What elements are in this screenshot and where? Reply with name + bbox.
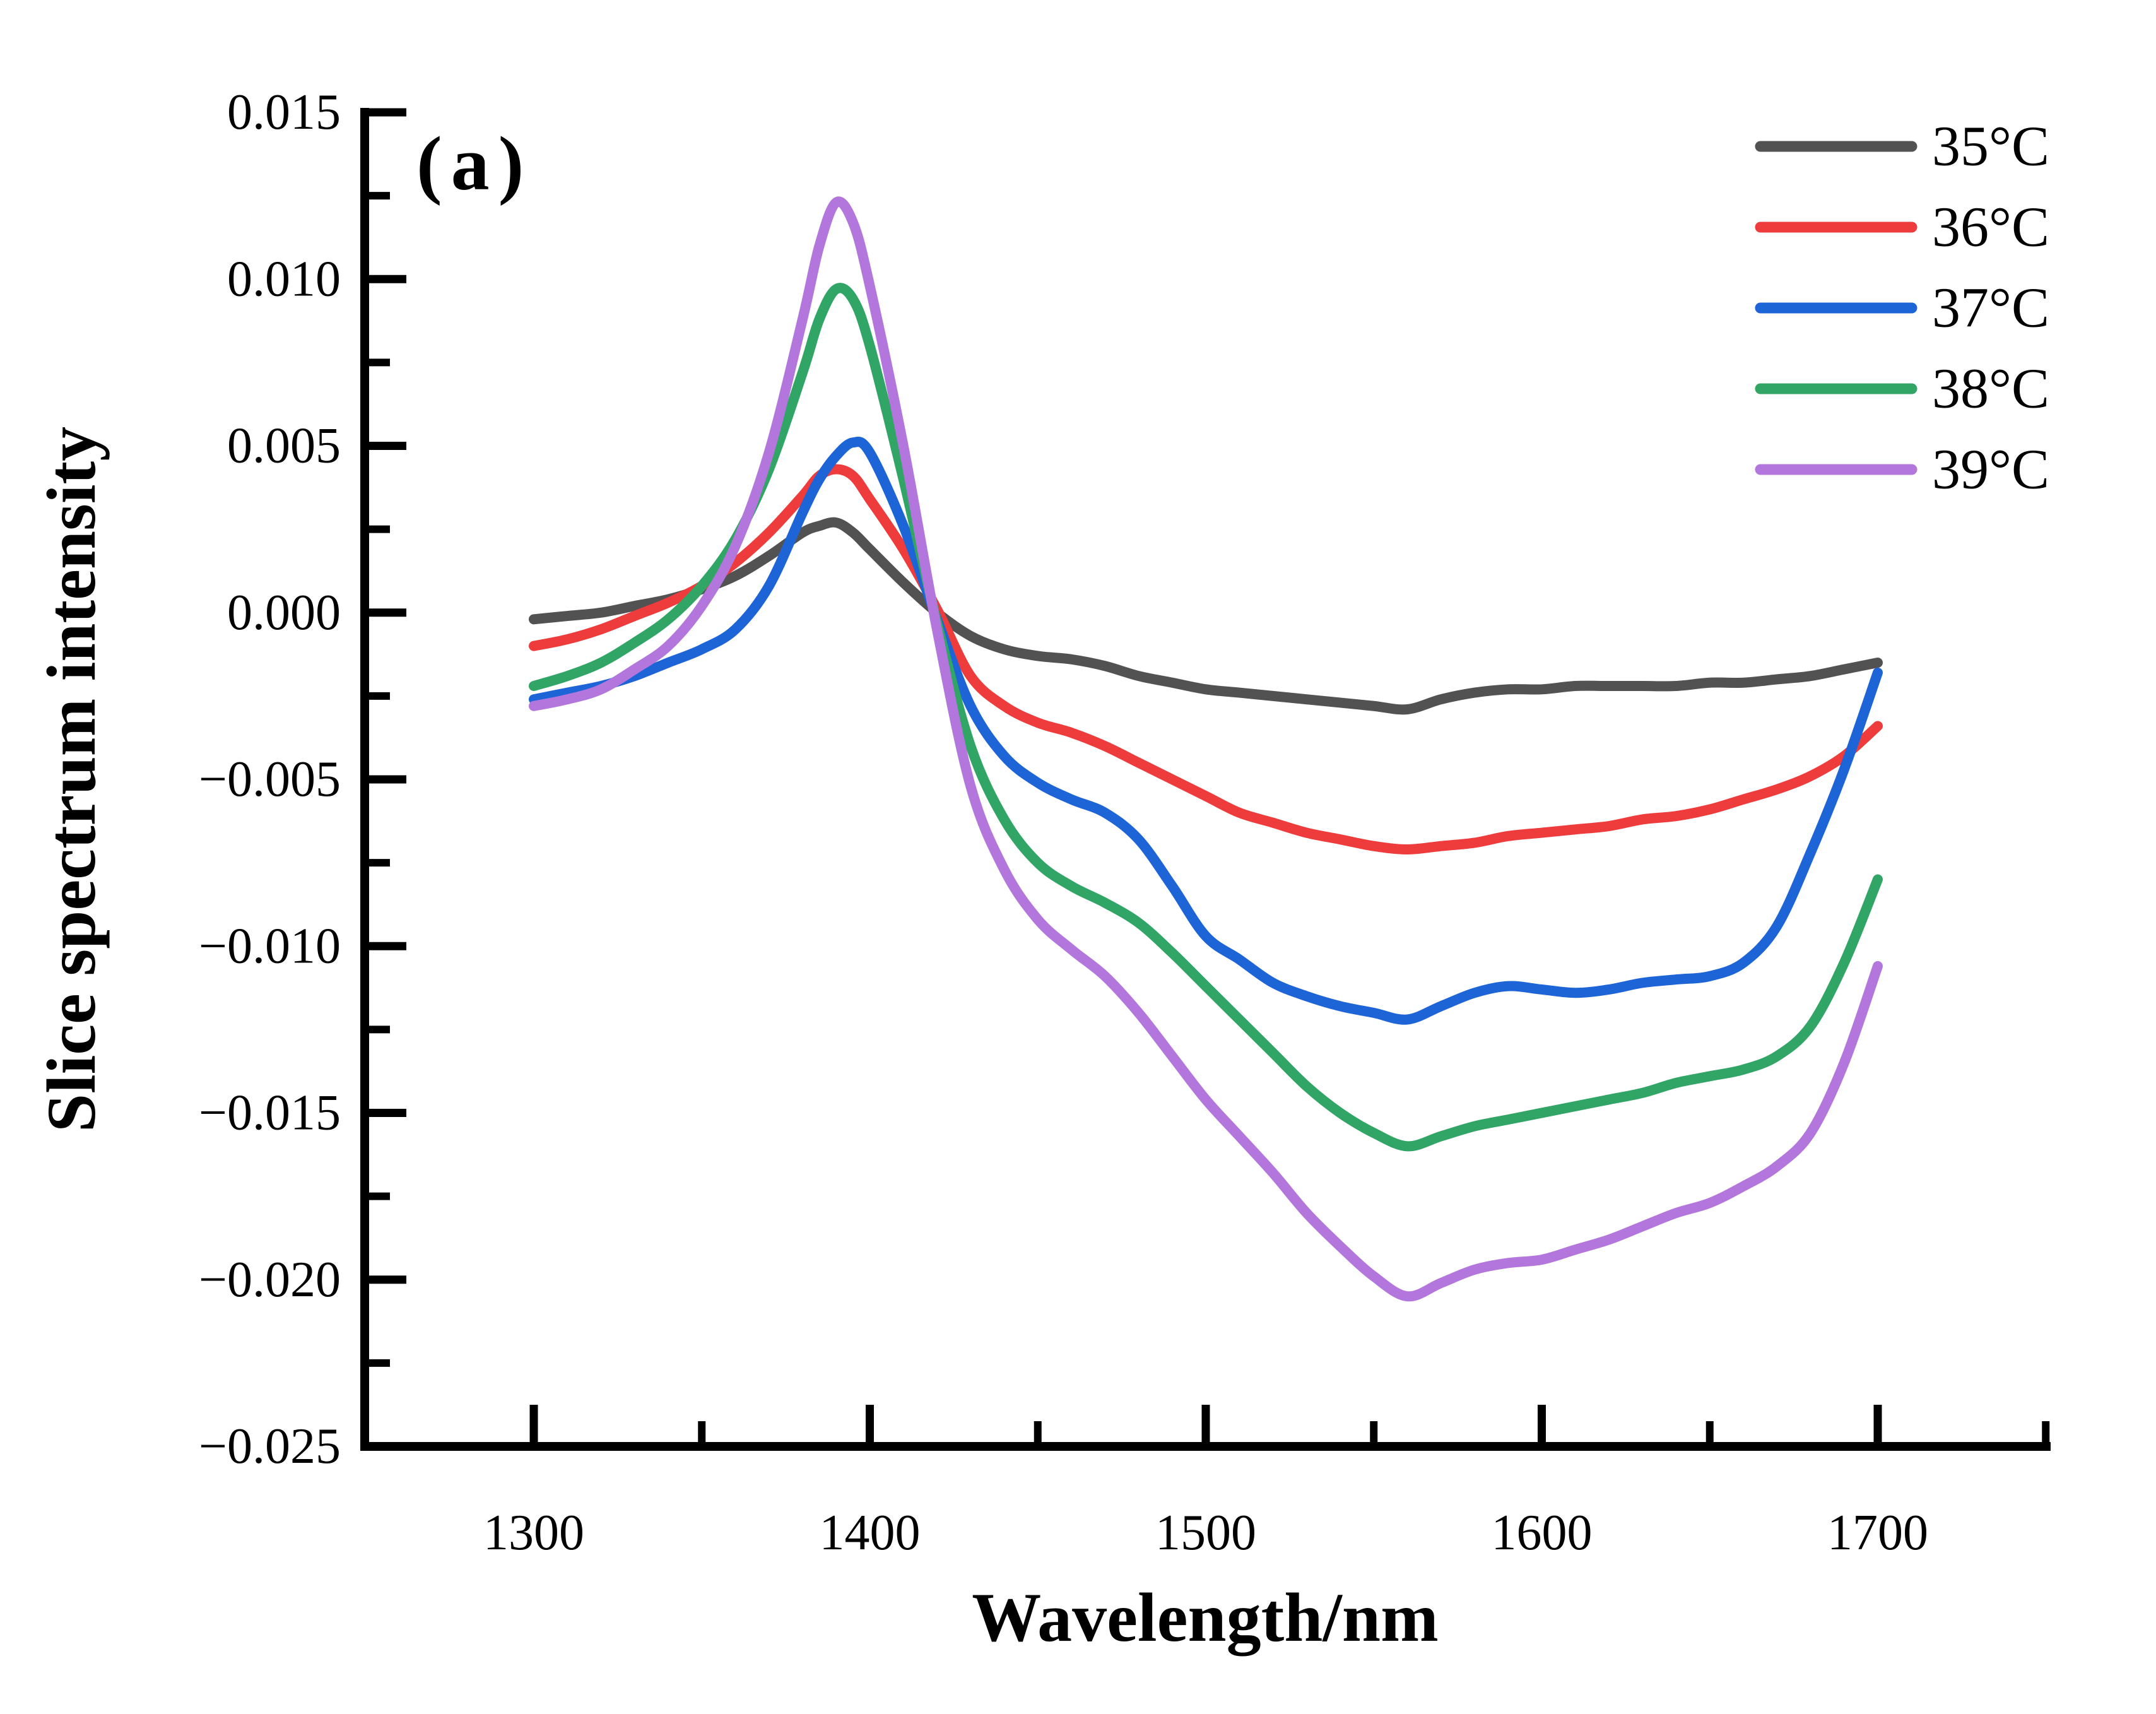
y-tick-label: −0.005 (199, 752, 341, 807)
series-line-35°C (529, 517, 1883, 715)
y-axis-ticks (365, 108, 406, 1451)
y-tick-label: −0.020 (199, 1252, 341, 1308)
x-axis-ticks (529, 1405, 2050, 1446)
y-tick-label: −0.025 (199, 1419, 341, 1474)
y-tick-label: 0.015 (227, 85, 341, 140)
legend: 35°C 36°C 37°C 38°C 39°C (1755, 115, 2049, 501)
series-line-37°C (529, 437, 1883, 1025)
y-axis-tick-labels: 0.015 0.010 0.005 0.000 −0.005 −0.010 −0.015 −0… (199, 85, 341, 1474)
y-tick-label: 0.010 (227, 251, 341, 307)
x-tick-label: 1500 (1155, 1505, 1256, 1561)
legend-label-38°C: 38°C (1932, 358, 2049, 420)
x-tick-label: 1600 (1492, 1505, 1593, 1561)
y-tick-label: 0.005 (227, 418, 341, 474)
legend-label-37°C: 37°C (1932, 277, 2049, 340)
y-tick-label: −0.010 (199, 918, 341, 974)
legend-label-36°C: 36°C (1932, 196, 2049, 259)
x-axis-tick-labels: 1300 1400 1500 1600 1700 (483, 1505, 1928, 1561)
figure-label: (a) (416, 121, 533, 206)
x-tick-label: 1300 (483, 1505, 584, 1561)
y-tick-label: 0.000 (227, 585, 341, 641)
y-axis-title: Slice spectrum intensity (33, 427, 110, 1132)
series-line-38°C (529, 283, 1883, 1152)
x-axis-title: Wavelength/nm (972, 1579, 1439, 1656)
series-line-36°C (529, 464, 1883, 854)
x-axis: 1300 1400 1500 1600 1700 (360, 1405, 2051, 1561)
y-axis: 0.015 0.010 0.005 0.000 −0.005 −0.010 −0.015 −0… (199, 85, 406, 1474)
legend-label-35°C: 35°C (1932, 115, 2049, 178)
series-lines (529, 196, 1883, 1302)
y-tick-label: −0.015 (199, 1085, 341, 1141)
series-line-39°C (529, 196, 1883, 1302)
x-tick-label: 1400 (820, 1505, 921, 1561)
legend-label-39°C: 39°C (1932, 439, 2049, 501)
x-tick-label: 1700 (1827, 1505, 1928, 1561)
